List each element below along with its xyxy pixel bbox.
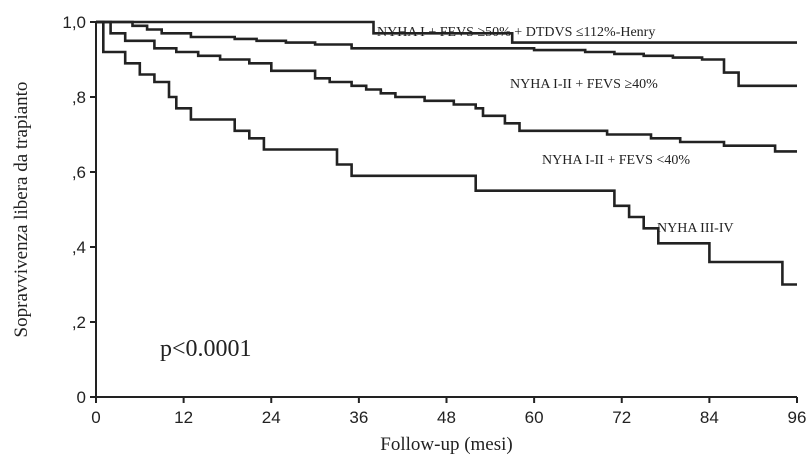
series-line-nyha-i-ii-fevs40-plus	[96, 20, 797, 88]
y-tick-label: ,6	[72, 163, 86, 182]
series-line-nyha-i-ii-fevs-under40	[96, 20, 797, 153]
x-axis-title: Follow-up (mesi)	[380, 434, 512, 455]
x-tick-label: 96	[788, 408, 807, 427]
x-tick-label: 72	[612, 408, 631, 427]
series-line-nyha-iii-iv	[96, 20, 797, 286]
series-label-nyha-i-ii-fevs40-plus: NYHA I-II + FEVS ≥40%	[510, 77, 658, 92]
y-axis-title: Sopravvivenza libera da trapianto	[11, 82, 32, 338]
y-tick-label: ,4	[72, 238, 86, 257]
x-ticks: 0 12 24 36 48 60 72 84 96	[91, 397, 806, 427]
x-tick-label: 24	[262, 408, 281, 427]
x-tick-label: 36	[349, 408, 368, 427]
series-layer	[96, 20, 797, 286]
y-ticks: 0 ,2 ,4 ,6 ,8 1,0	[62, 13, 96, 407]
y-tick-label: 1,0	[62, 13, 86, 32]
p-value-annotation: p<0.0001	[160, 336, 252, 362]
x-tick-label: 60	[525, 408, 544, 427]
x-tick-label: 84	[700, 408, 719, 427]
series-line-nyha-i-fevs50-dtdvs	[96, 20, 797, 44]
y-tick-label: ,8	[72, 88, 86, 107]
x-tick-label: 12	[174, 408, 193, 427]
series-label-nyha-i-fevs50-dtdvs: NYHA I + FEVS ≥50% + DTDVS ≤112%-Henry	[377, 25, 655, 40]
y-tick-label: ,2	[72, 313, 86, 332]
series-label-nyha-iii-iv: NYHA III-IV	[657, 221, 734, 236]
series-label-nyha-i-ii-fevs-under40: NYHA I-II + FEVS <40%	[542, 153, 690, 168]
y-tick-label: 0	[77, 388, 86, 407]
x-tick-label: 48	[437, 408, 456, 427]
series-labels: NYHA I + FEVS ≥50% + DTDVS ≤112%-Henry NY…	[377, 25, 734, 236]
x-tick-label: 0	[91, 408, 100, 427]
